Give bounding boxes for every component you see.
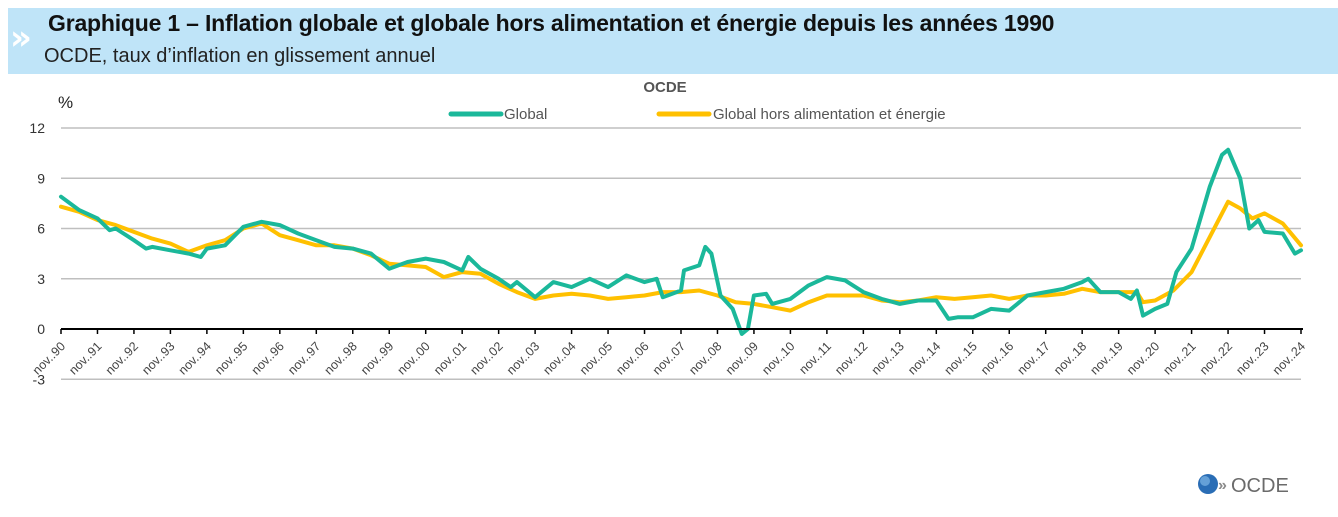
x-tick-label: nov..14 <box>905 339 943 377</box>
chart-subtitle: OCDE, taux d’inflation en glissement ann… <box>44 45 436 67</box>
x-tick-label: nov..92 <box>103 339 141 377</box>
x-tick-label: nov..96 <box>249 339 287 377</box>
x-tick-label: nov..18 <box>1051 339 1089 377</box>
x-tick-label: nov..06 <box>613 339 651 377</box>
x-tick-label: nov..08 <box>686 339 724 377</box>
logo-text: OCDE <box>1231 475 1289 497</box>
legend-label-core: Global hors alimentation et énergie <box>713 106 946 123</box>
series-line-core <box>59 199 1303 313</box>
plot-title: OCDE <box>643 79 686 96</box>
x-tick-label: nov..20 <box>1124 339 1162 377</box>
x-tick-label: nov..19 <box>1088 339 1126 377</box>
x-tick-label: nov..15 <box>942 339 980 377</box>
x-tick-label: nov..22 <box>1197 339 1235 377</box>
x-tick-label: nov..94 <box>176 339 214 377</box>
x-tick-label: nov..07 <box>650 339 688 377</box>
y-axis-unit: % <box>58 93 73 112</box>
y-tick-label: 9 <box>37 170 45 186</box>
x-tick-label: nov..99 <box>358 339 396 377</box>
x-tick-label: nov..91 <box>66 339 104 377</box>
x-tick-label: nov..03 <box>504 339 542 377</box>
x-tick-label: nov..12 <box>832 339 870 377</box>
x-tick-label: nov..93 <box>139 339 177 377</box>
y-tick-label: -3 <box>33 371 46 387</box>
y-tick-label: 12 <box>29 120 45 136</box>
x-tick-label: nov..21 <box>1160 339 1198 377</box>
x-tick-label: nov..90 <box>30 339 68 377</box>
x-tick-label: nov..04 <box>540 339 578 377</box>
y-tick-label: 0 <box>37 321 45 337</box>
x-tick-label: nov..05 <box>577 339 615 377</box>
x-tick-label: nov..95 <box>212 339 250 377</box>
chart-title: Graphique 1 – Inflation globale et globa… <box>48 10 1055 36</box>
x-tick-label: nov..02 <box>468 339 506 377</box>
y-tick-label: 6 <box>37 221 45 237</box>
x-tick-label: nov..10 <box>759 339 797 377</box>
x-tick-label: nov..23 <box>1233 339 1271 377</box>
ocde-logo: » OCDE <box>1198 474 1289 497</box>
x-tick-label: nov..13 <box>869 339 907 377</box>
x-tick-label: nov..16 <box>978 339 1016 377</box>
series-line-global <box>59 147 1303 336</box>
x-tick-label: nov..09 <box>723 339 761 377</box>
y-tick-label: 3 <box>37 271 45 287</box>
x-tick-label: nov..17 <box>1015 339 1053 377</box>
x-tick-label: nov..11 <box>796 339 834 377</box>
x-tick-label: nov..98 <box>322 339 360 377</box>
legend-label-global: Global <box>504 106 547 123</box>
x-tick-label: nov..24 <box>1270 339 1308 377</box>
x-tick-label: nov..97 <box>285 339 323 377</box>
logo-chevrons-icon: » <box>1218 477 1227 494</box>
double-chevron-icon: » <box>10 18 32 58</box>
legend: Global Global hors alimentation et énerg… <box>448 106 946 123</box>
x-tick-label: nov..01 <box>431 339 469 377</box>
x-tick-label: nov..00 <box>395 339 433 377</box>
header-band <box>8 8 1338 74</box>
